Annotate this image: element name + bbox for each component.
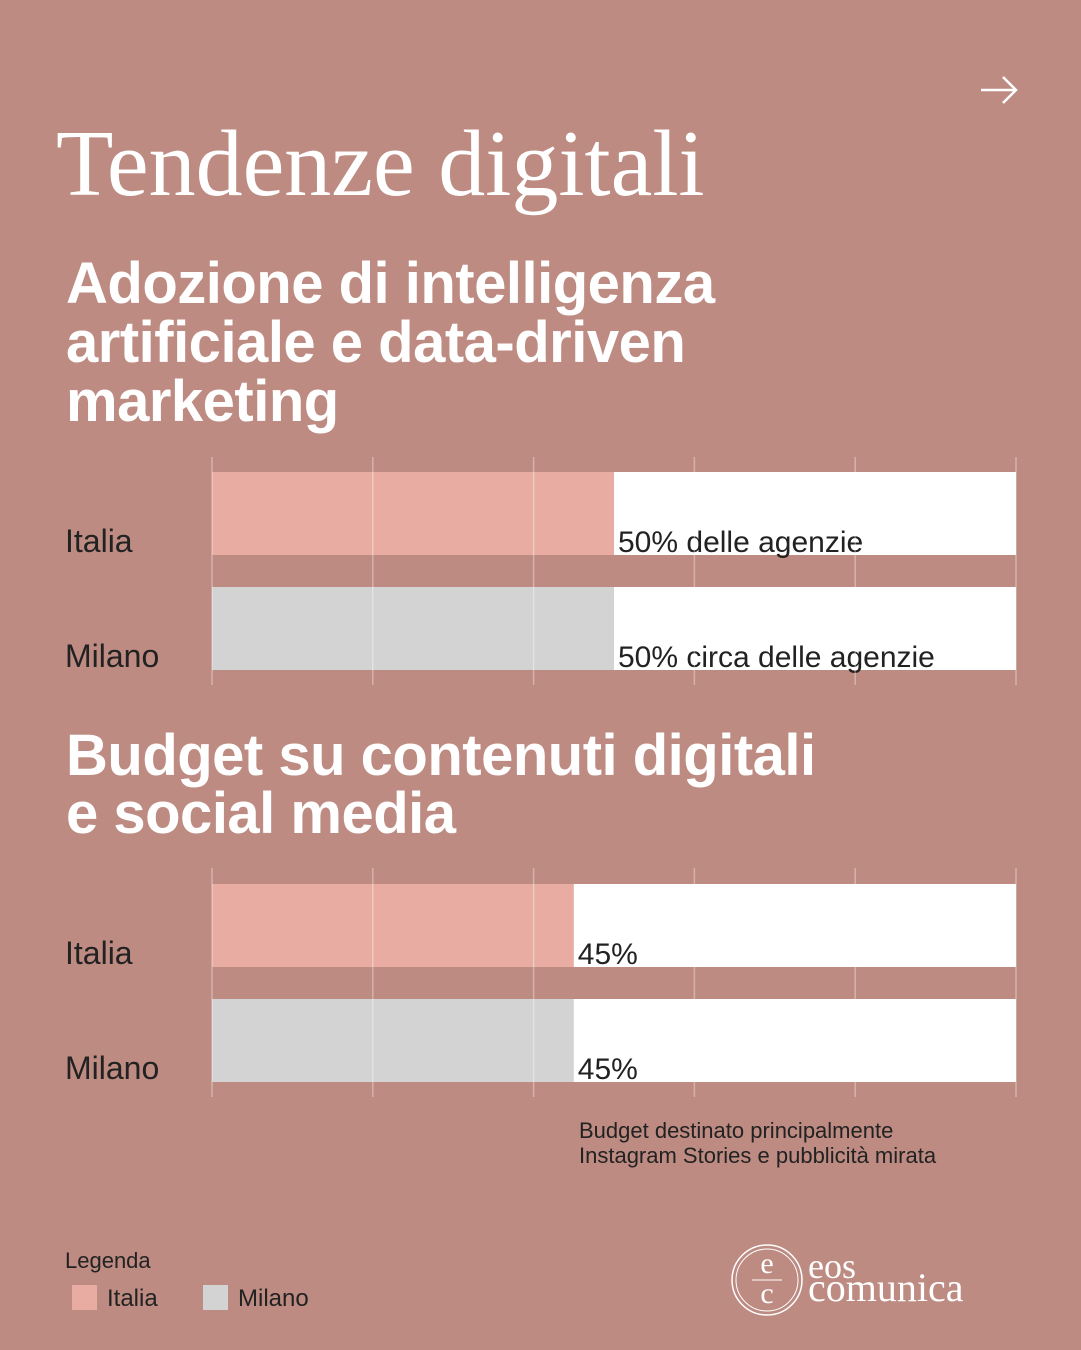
chart-title: artificiale e data-driven [66, 310, 685, 375]
bar [212, 884, 574, 967]
chart-note: Budget destinato principalmente [579, 1118, 893, 1143]
logo-circle-inner [735, 1248, 799, 1312]
legend-swatch [203, 1285, 228, 1310]
bar [212, 999, 574, 1082]
next-arrow[interactable] [981, 76, 1018, 104]
chart-note: Instagram Stories e pubblicità mirata [579, 1143, 937, 1168]
bar [212, 587, 614, 670]
value-label: 45% [578, 938, 638, 971]
logo: e c eos comunica [731, 1244, 964, 1316]
value-label: 50% delle agenzie [618, 526, 863, 559]
bar [212, 472, 614, 555]
value-label: 50% circa delle agenzie [618, 641, 935, 674]
category-label: Milano [65, 638, 159, 674]
logo-mark: c [760, 1277, 773, 1310]
legend-label: Milano [238, 1285, 309, 1312]
category-label: Italia [65, 935, 133, 971]
chart-title: marketing [66, 369, 339, 434]
chart-title: Budget su contenuti digitali [66, 723, 816, 788]
legend-label: Italia [107, 1285, 158, 1312]
logo-mark: e [760, 1247, 773, 1280]
category-label: Italia [65, 523, 133, 559]
value-label: 45% [578, 1053, 638, 1086]
category-label: Milano [65, 1050, 159, 1086]
arrow-head [1002, 76, 1018, 104]
chart-title: e social media [66, 781, 457, 846]
logo-circle [731, 1244, 803, 1316]
logo-name: comunica [808, 1265, 964, 1310]
chart-title: Adozione di intelligenza [66, 251, 716, 316]
logo-name: eos [808, 1246, 856, 1286]
legend-title: Legenda [65, 1248, 151, 1273]
legend-swatch [72, 1285, 97, 1310]
page-title: Tendenze digitali [56, 112, 705, 216]
